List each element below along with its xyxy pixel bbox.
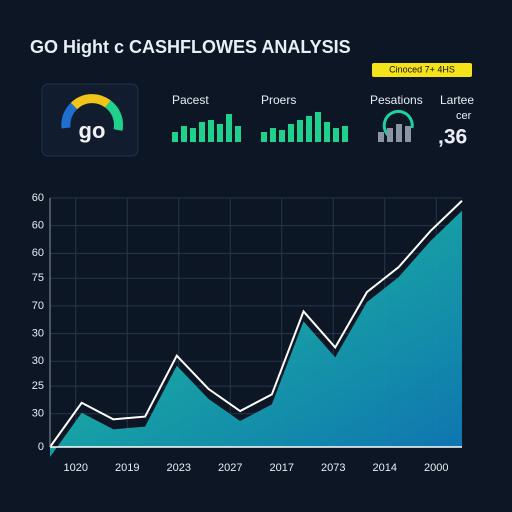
badge-text: Cinoced 7+ 4HS (389, 64, 455, 74)
gauge-label: go (79, 118, 106, 143)
y-tick-label: 75 (32, 272, 44, 284)
mini-bar (208, 120, 214, 142)
mini-bar (378, 132, 384, 142)
kpi-sub: cer (456, 110, 472, 122)
gauge-arc (70, 94, 111, 110)
title: GO Hight c CASHFLOWES ANALYSIS (30, 37, 351, 57)
x-tick-label: 2000 (424, 462, 448, 474)
x-tick-label: 2019 (115, 462, 139, 474)
mini-bar (261, 132, 267, 142)
mini-bar (199, 122, 205, 142)
mini-bar (315, 112, 321, 142)
line (49, 200, 463, 448)
kpi-label: Pesations (370, 93, 423, 107)
kpi-label: Lartee (440, 93, 474, 107)
y-tick-label: 60 (32, 247, 44, 259)
mini-bar (297, 120, 303, 142)
y-tick-label: 70 (32, 300, 44, 312)
x-tick-label: 2014 (373, 462, 397, 474)
kpi-label: Pacest (172, 93, 209, 107)
mini-bar (279, 130, 285, 142)
mini-bar (226, 114, 232, 142)
mini-bar (396, 124, 402, 142)
y-tick-label: 60 (32, 192, 44, 204)
y-tick-label: 30 (32, 408, 44, 420)
y-tick-label: 30 (32, 355, 44, 367)
gauge-arc (105, 100, 123, 131)
x-tick-label: 2017 (270, 462, 294, 474)
mini-bar (172, 132, 178, 142)
mini-bar (217, 124, 223, 142)
x-tick-label: 2027 (218, 462, 242, 474)
mini-bar (387, 128, 393, 142)
y-tick-label: 60 (32, 220, 44, 232)
mini-bar (324, 122, 330, 142)
kpi-value: ,36 (438, 126, 467, 149)
kpi-label: Proers (261, 93, 296, 107)
mini-bar (270, 128, 276, 142)
area (50, 210, 462, 457)
mini-bar (235, 126, 241, 142)
mini-bar (342, 126, 348, 142)
mini-bar (405, 126, 411, 142)
gauge-card (41, 83, 139, 157)
x-tick-label: 2073 (321, 462, 345, 474)
y-tick-label: 30 (32, 327, 44, 339)
mini-bar (333, 128, 339, 142)
x-tick-label: 2023 (167, 462, 191, 474)
mini-bar (306, 116, 312, 142)
y-tick-label: 0 (38, 441, 44, 453)
mini-bar (190, 128, 196, 142)
badge (372, 63, 472, 77)
x-tick-label: 1020 (64, 462, 88, 474)
y-tick-label: 25 (32, 380, 44, 392)
gauge-arc (61, 102, 78, 129)
mini-gauge (382, 109, 414, 140)
mini-bar (181, 126, 187, 142)
mini-bar (288, 124, 294, 142)
